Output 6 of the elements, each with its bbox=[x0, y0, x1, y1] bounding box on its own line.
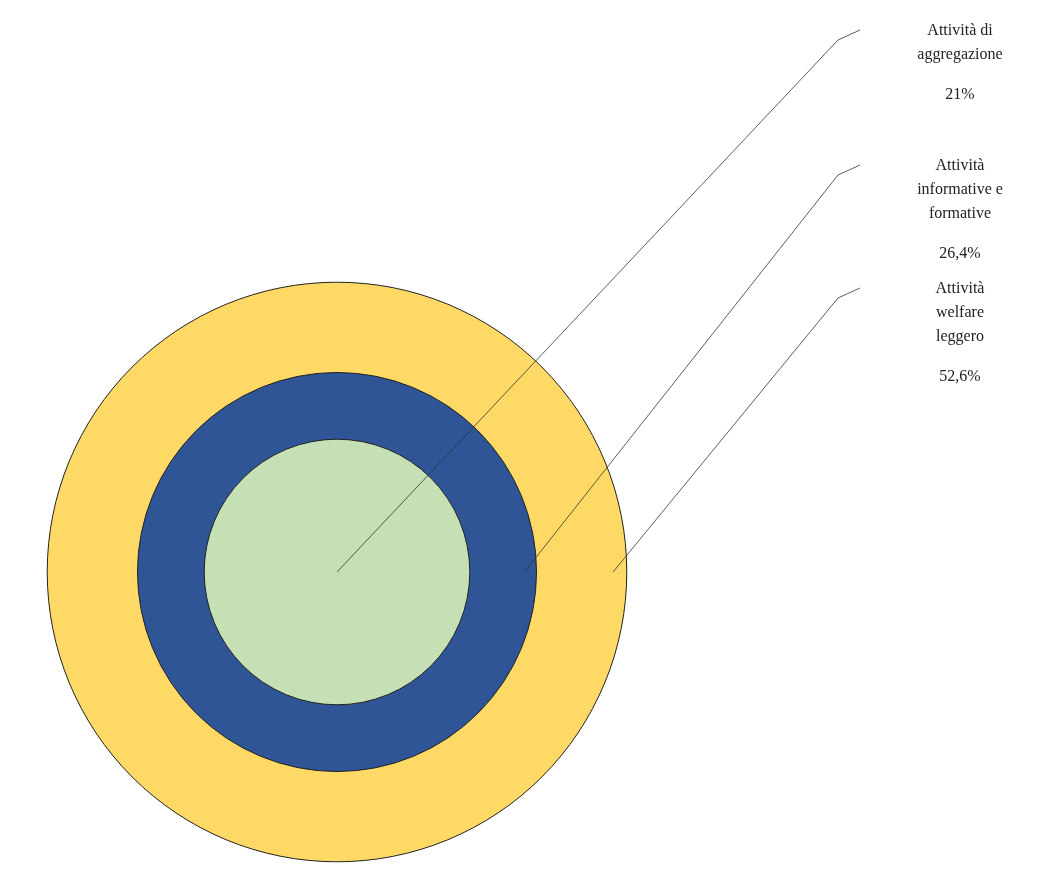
category-label: Attività di aggregazione bbox=[917, 21, 1003, 63]
category-label: Attività informative e formative bbox=[917, 156, 1003, 221]
category-label: Attività welfare leggero bbox=[935, 279, 985, 345]
data-label: 26,4% bbox=[939, 244, 981, 261]
data-label: 21% bbox=[945, 85, 975, 102]
data-label: 52,6% bbox=[939, 367, 981, 384]
